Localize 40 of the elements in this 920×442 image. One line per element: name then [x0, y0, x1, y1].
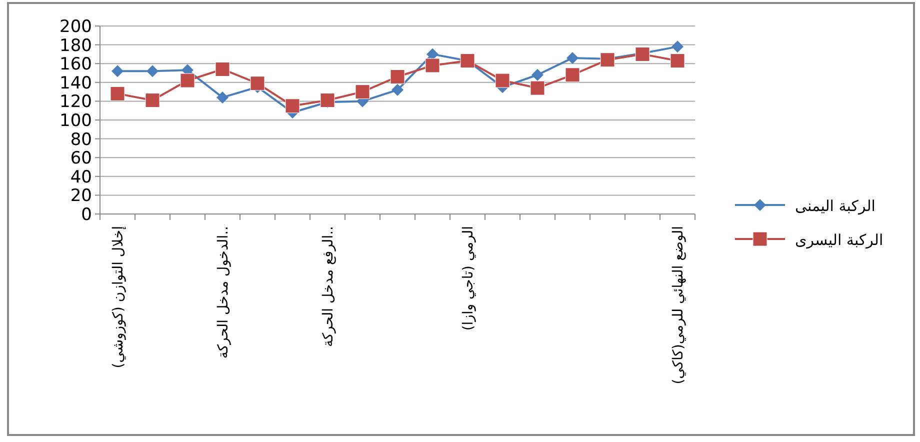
point: [600, 52, 615, 68]
y-tick-label: 120: [60, 92, 92, 112]
point: [250, 76, 265, 91]
y-tick-label: 100: [60, 111, 92, 131]
x-tick-label: الرمي (تاجي وازا): [460, 226, 476, 331]
x-tick-label: الدخول مدخل الحركة..: [216, 226, 232, 359]
legend-label: الركبة اليسرى: [795, 231, 884, 249]
point: [565, 68, 580, 82]
y-tick-label: 20: [70, 186, 92, 206]
y-tick-label: 0: [81, 205, 92, 225]
point: [672, 40, 684, 53]
y-tick-label: 140: [60, 73, 92, 94]
point: [215, 62, 230, 76]
y-tick-label: 60: [70, 148, 92, 169]
point: [566, 52, 578, 64]
point: [530, 80, 545, 96]
point: [390, 70, 405, 84]
legend-label: الركبة اليمنى: [795, 197, 876, 215]
y-tick-label: 180: [60, 36, 92, 56]
point: [355, 84, 370, 100]
point: [320, 93, 335, 108]
point: [146, 65, 158, 78]
point: [425, 58, 440, 73]
point: [112, 65, 124, 78]
point: [285, 98, 300, 114]
y-tick-label: 160: [60, 54, 92, 75]
point: [180, 73, 195, 88]
point: [532, 68, 544, 81]
point: [110, 86, 125, 101]
x-tick-label: الرفع مدخل الحركة..: [320, 226, 336, 348]
point: [495, 73, 510, 88]
point: [145, 93, 160, 108]
point: [670, 54, 685, 68]
y-tick-label: 200: [60, 17, 92, 37]
point: [216, 91, 228, 104]
y-tick-label: 40: [70, 167, 92, 188]
y-tick-label: 80: [70, 130, 92, 150]
x-tick-label: إخلال التوازن (كوزوشي): [110, 226, 126, 368]
point: [392, 84, 404, 96]
x-tick-label: الوضع النهائي للرمي(كاكي): [670, 226, 686, 384]
